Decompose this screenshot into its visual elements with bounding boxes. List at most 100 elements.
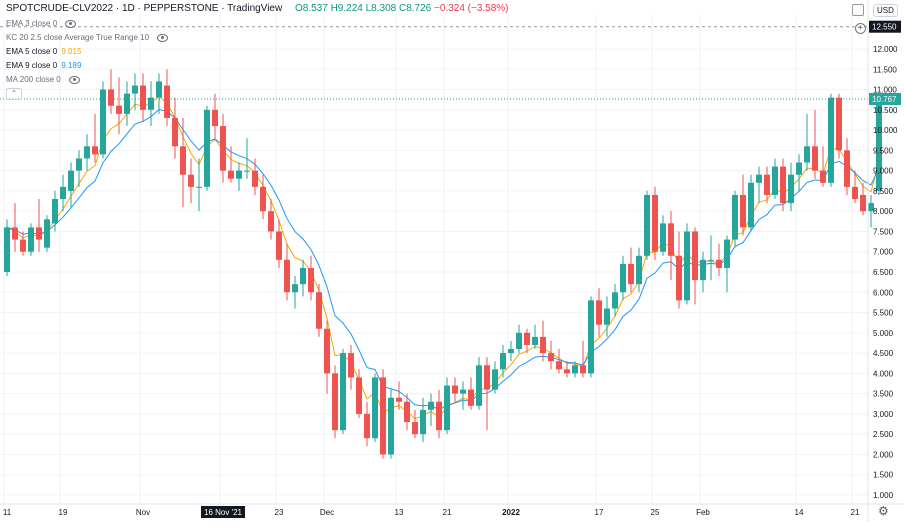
candle [508,340,514,362]
candle [468,377,474,410]
candle [4,219,10,277]
y-tick-label: 8.500 [873,187,894,196]
candle-body [724,239,730,268]
candle-body [60,186,66,200]
candle [652,186,658,260]
gear-icon[interactable]: ⚙ [878,504,889,518]
candle [60,174,66,212]
candle-body [636,255,642,285]
eye-icon[interactable] [157,33,169,42]
x-tick-label: 21 [443,508,452,517]
y-tick-label: 11.500 [873,65,897,74]
eye-icon[interactable] [65,19,77,28]
candle-body [52,199,58,224]
candle-body [84,146,90,159]
x-tick-label: 25 [651,508,660,517]
candle-body [116,105,122,114]
x-tick-label: Feb [696,508,710,517]
y-tick-label: 9.000 [873,167,894,176]
y-tick-label: 4.000 [873,369,894,378]
candle-body [668,223,674,256]
indicator-ema5[interactable]: EMA 5 close 0 9.015 [6,47,81,56]
high-value: H9.224 [330,3,363,14]
candle-body [140,85,146,110]
candle-body [36,227,42,240]
candle [228,146,234,183]
candle-body [684,231,690,301]
candle [788,162,794,212]
y-tick-label: 2.500 [873,430,894,439]
candle-body [284,259,290,293]
candle [492,361,498,394]
candle [156,73,162,114]
chart-legend-title: SPOTCRUDE-CLV2022 · 1D · PEPPERSTONE · T… [6,3,509,14]
candle-body [564,369,570,374]
eye-icon[interactable] [68,75,80,84]
y-tick-label: 3.500 [873,390,894,399]
candle [644,190,650,260]
candle [484,357,490,431]
candle-body [252,170,258,187]
candle-body [596,300,602,325]
candle-body [172,117,178,147]
candle-body [780,166,786,204]
candle [716,243,722,277]
candle [372,373,378,443]
candle-body [604,308,610,325]
indicator-ema9[interactable]: EMA 9 close 0 9.189 [6,61,81,70]
alert-icon[interactable] [852,4,864,16]
candle [252,158,258,195]
candle-body [268,211,274,232]
candle [204,105,210,191]
y-axis: 12.000 11.500 11.000 10.500 10.000 9.500 9.000… [867,0,901,522]
indicator-ema3[interactable]: EMA 3 close 0 [6,19,77,28]
low-value: L8.308 [365,3,397,14]
candle [84,134,90,171]
candle [580,340,586,378]
candle [828,93,834,187]
candle [444,377,450,435]
candle-body [340,353,346,431]
candle [844,138,850,195]
candle-body [740,194,746,228]
collapse-legend-button[interactable]: ⌃ [6,88,22,100]
x-tick-label: Dec [320,508,334,517]
candle-body [772,166,778,195]
indicator-kc[interactable]: KC 20 2.5 close Average True Range 10 [6,33,169,42]
open-value: O8.537 [294,3,328,14]
candle-body [12,227,18,240]
candle [460,381,466,410]
candle-body [372,377,378,439]
candle-body [324,328,330,374]
candle-body [540,336,546,354]
candle [748,174,754,232]
candle [180,117,186,208]
candle-body [500,353,506,370]
candle [116,77,122,135]
candle [124,81,130,127]
candle-body [612,292,618,309]
candle [12,203,18,252]
candle-body [860,194,866,212]
candle-body [812,146,818,171]
candle [364,401,370,447]
candle-body [700,259,706,281]
candle [692,227,698,305]
indicator-label: KC 20 2.5 close Average True Range 10 [6,33,150,42]
currency-badge[interactable]: USD [873,4,898,17]
candle [708,235,714,281]
candle-body [692,231,698,281]
indicator-label: EMA 3 close 0 [6,19,58,28]
candle-body [676,255,682,301]
price-label-bg [869,20,901,33]
candle [268,199,274,240]
plus-icon[interactable]: + [855,23,866,34]
candle [356,369,362,418]
candle-body [388,397,394,455]
candle-body [836,97,842,151]
indicator-ma200[interactable]: MA 200 close 0 [6,75,80,84]
candle-body [92,146,98,155]
candle [812,109,818,179]
y-tick-label: 9.500 [873,146,894,155]
